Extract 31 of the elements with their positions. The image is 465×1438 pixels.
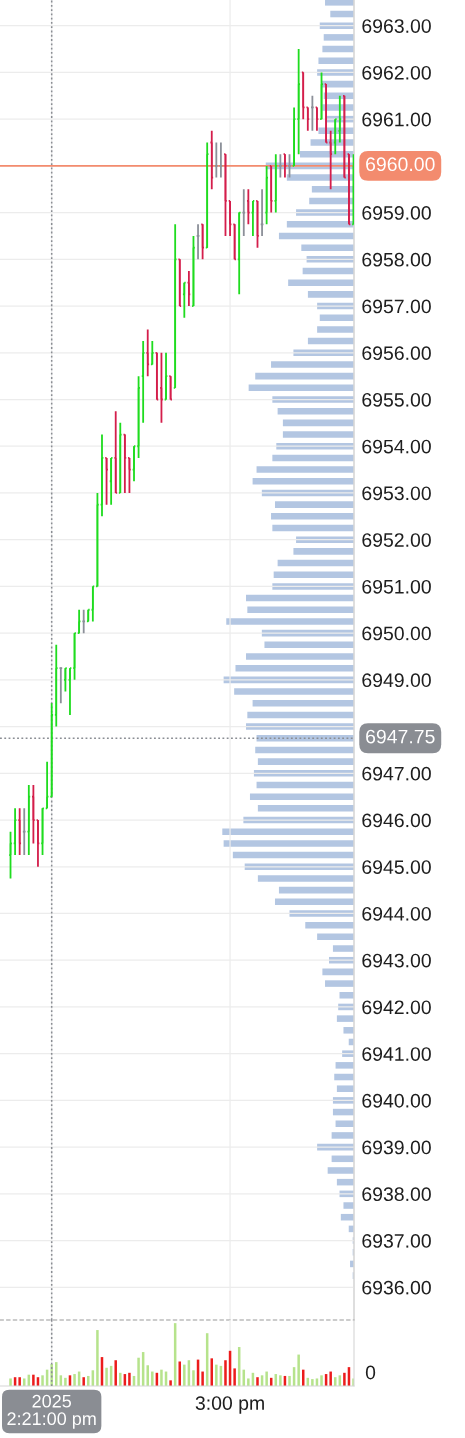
y-tick-label: 6957.00	[362, 299, 431, 314]
ref-line-label: 6960.00	[366, 157, 435, 172]
y-tick-label: 6951.00	[362, 579, 431, 594]
y-tick-label: 6954.00	[362, 439, 431, 454]
y-tick-label: 6936.00	[362, 1280, 431, 1295]
text: 0	[365, 1365, 376, 1380]
y-tick-label: 6950.00	[362, 626, 431, 641]
y-tick-label: 6945.00	[362, 860, 431, 874]
y-tick-label: 6946.00	[362, 813, 431, 828]
ref-line-label: 6947.75	[366, 729, 435, 744]
y-tick-label: 6961.00	[362, 112, 431, 127]
y-tick-label: 6952.00	[362, 533, 431, 547]
y-tick-label: 6962.00	[362, 65, 431, 80]
y-tick-label: 6959.00	[362, 206, 431, 220]
y-tick-label: 6958.00	[362, 252, 431, 267]
y-tick-label: 6956.00	[362, 346, 431, 361]
y-tick-label: 6942.00	[362, 1000, 431, 1015]
x-tick-label: 3:00 pm	[195, 1396, 264, 1414]
y-tick-label: 6939.00	[362, 1140, 431, 1155]
y-tick-label: 6937.00	[362, 1234, 431, 1248]
y-tick-label: 6949.00	[362, 673, 431, 688]
y-tick-label: 6941.00	[362, 1047, 431, 1061]
y-tick-label: 6944.00	[362, 906, 431, 921]
y-tick-label: 6953.00	[362, 486, 431, 501]
y-tick-label: 6955.00	[362, 392, 431, 407]
y-tick-label: 6963.00	[362, 19, 431, 33]
y-tick-label: 6940.00	[362, 1093, 431, 1108]
y-tick-label: 6938.00	[362, 1187, 431, 1202]
x-tick-label: 2025 2:21:00 pm	[7, 1394, 96, 1429]
y-tick-label: 6947.00	[362, 766, 431, 781]
y-tick-label: 6943.00	[362, 953, 431, 968]
